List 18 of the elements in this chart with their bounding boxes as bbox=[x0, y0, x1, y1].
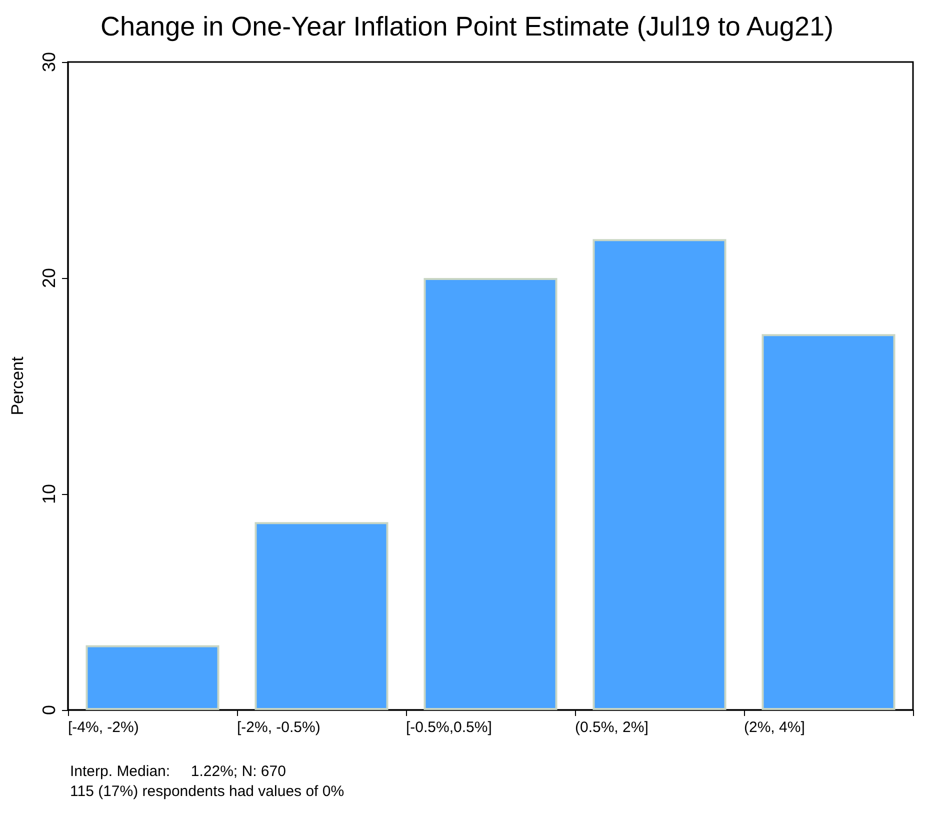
y-tick-label: 20 bbox=[39, 268, 59, 288]
x-tick-label: (2%, 4%] bbox=[744, 719, 805, 736]
x-tick-label: [-4%, -2%) bbox=[68, 719, 139, 736]
x-tick-label: [-2%, -0.5%) bbox=[237, 719, 320, 736]
y-axis-title: Percent bbox=[8, 356, 27, 416]
bar bbox=[86, 645, 220, 710]
text: Interp. Median: 1.22%; N: 670 bbox=[70, 763, 286, 780]
bar bbox=[254, 522, 388, 710]
y-tick-label: 30 bbox=[39, 52, 59, 72]
bar bbox=[424, 278, 558, 710]
text: 115 (17%) respondents had values of 0% bbox=[70, 783, 344, 800]
chart-title: Change in One-Year Inflation Point Estimate (Jul19 to Aug21) bbox=[100, 12, 834, 42]
x-tick-label: (0.5%, 2%] bbox=[575, 719, 648, 736]
x-tick-label: [-0.5%,0.5%] bbox=[406, 719, 492, 736]
bar bbox=[762, 334, 896, 710]
y-tick-label: 10 bbox=[39, 484, 59, 504]
bar bbox=[592, 239, 726, 710]
y-tick-label: 0 bbox=[39, 704, 59, 716]
